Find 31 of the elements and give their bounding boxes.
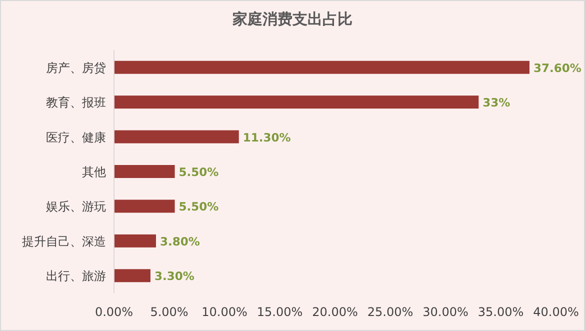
bar — [114, 60, 530, 74]
bar — [114, 234, 156, 248]
x-tick-label: 40.00% — [533, 305, 579, 319]
data-label: 11.30% — [242, 130, 292, 144]
bar — [114, 96, 479, 109]
x-tick-label: 20.00% — [312, 305, 358, 319]
bar — [114, 130, 239, 144]
bar — [114, 165, 175, 178]
y-tick-label: 娱乐、游玩 — [46, 200, 106, 214]
x-tick-label: 25.00% — [367, 305, 414, 319]
chart-title: 家庭消费支出占比 — [232, 10, 352, 28]
y-tick-label: 出行、旅游 — [46, 269, 106, 284]
data-label: 33% — [482, 96, 511, 110]
x-tick-label: 30.00% — [422, 305, 468, 319]
bar — [114, 269, 150, 282]
data-label: 5.50% — [178, 165, 220, 179]
data-label: 37.60% — [533, 60, 582, 75]
y-tick-label: 医疗、健康 — [46, 130, 106, 144]
x-tick-label: 35.00% — [478, 305, 524, 319]
data-label: 5.50% — [178, 200, 220, 214]
x-tick-label: 5.00% — [150, 305, 188, 319]
x-tick-label: 0.00% — [94, 305, 134, 319]
bar — [114, 200, 175, 213]
y-tick-label: 房产、房贷 — [46, 60, 106, 75]
y-tick-label: 提升自己、深造 — [22, 234, 106, 248]
data-label: 3.80% — [160, 234, 200, 248]
x-tick-label: 10.00% — [202, 305, 248, 319]
data-label: 3.30% — [154, 269, 195, 284]
x-tick-label: 15.00% — [256, 305, 303, 319]
y-tick-label: 其他 — [82, 165, 106, 179]
y-tick-label: 教育、报班 — [46, 96, 106, 110]
